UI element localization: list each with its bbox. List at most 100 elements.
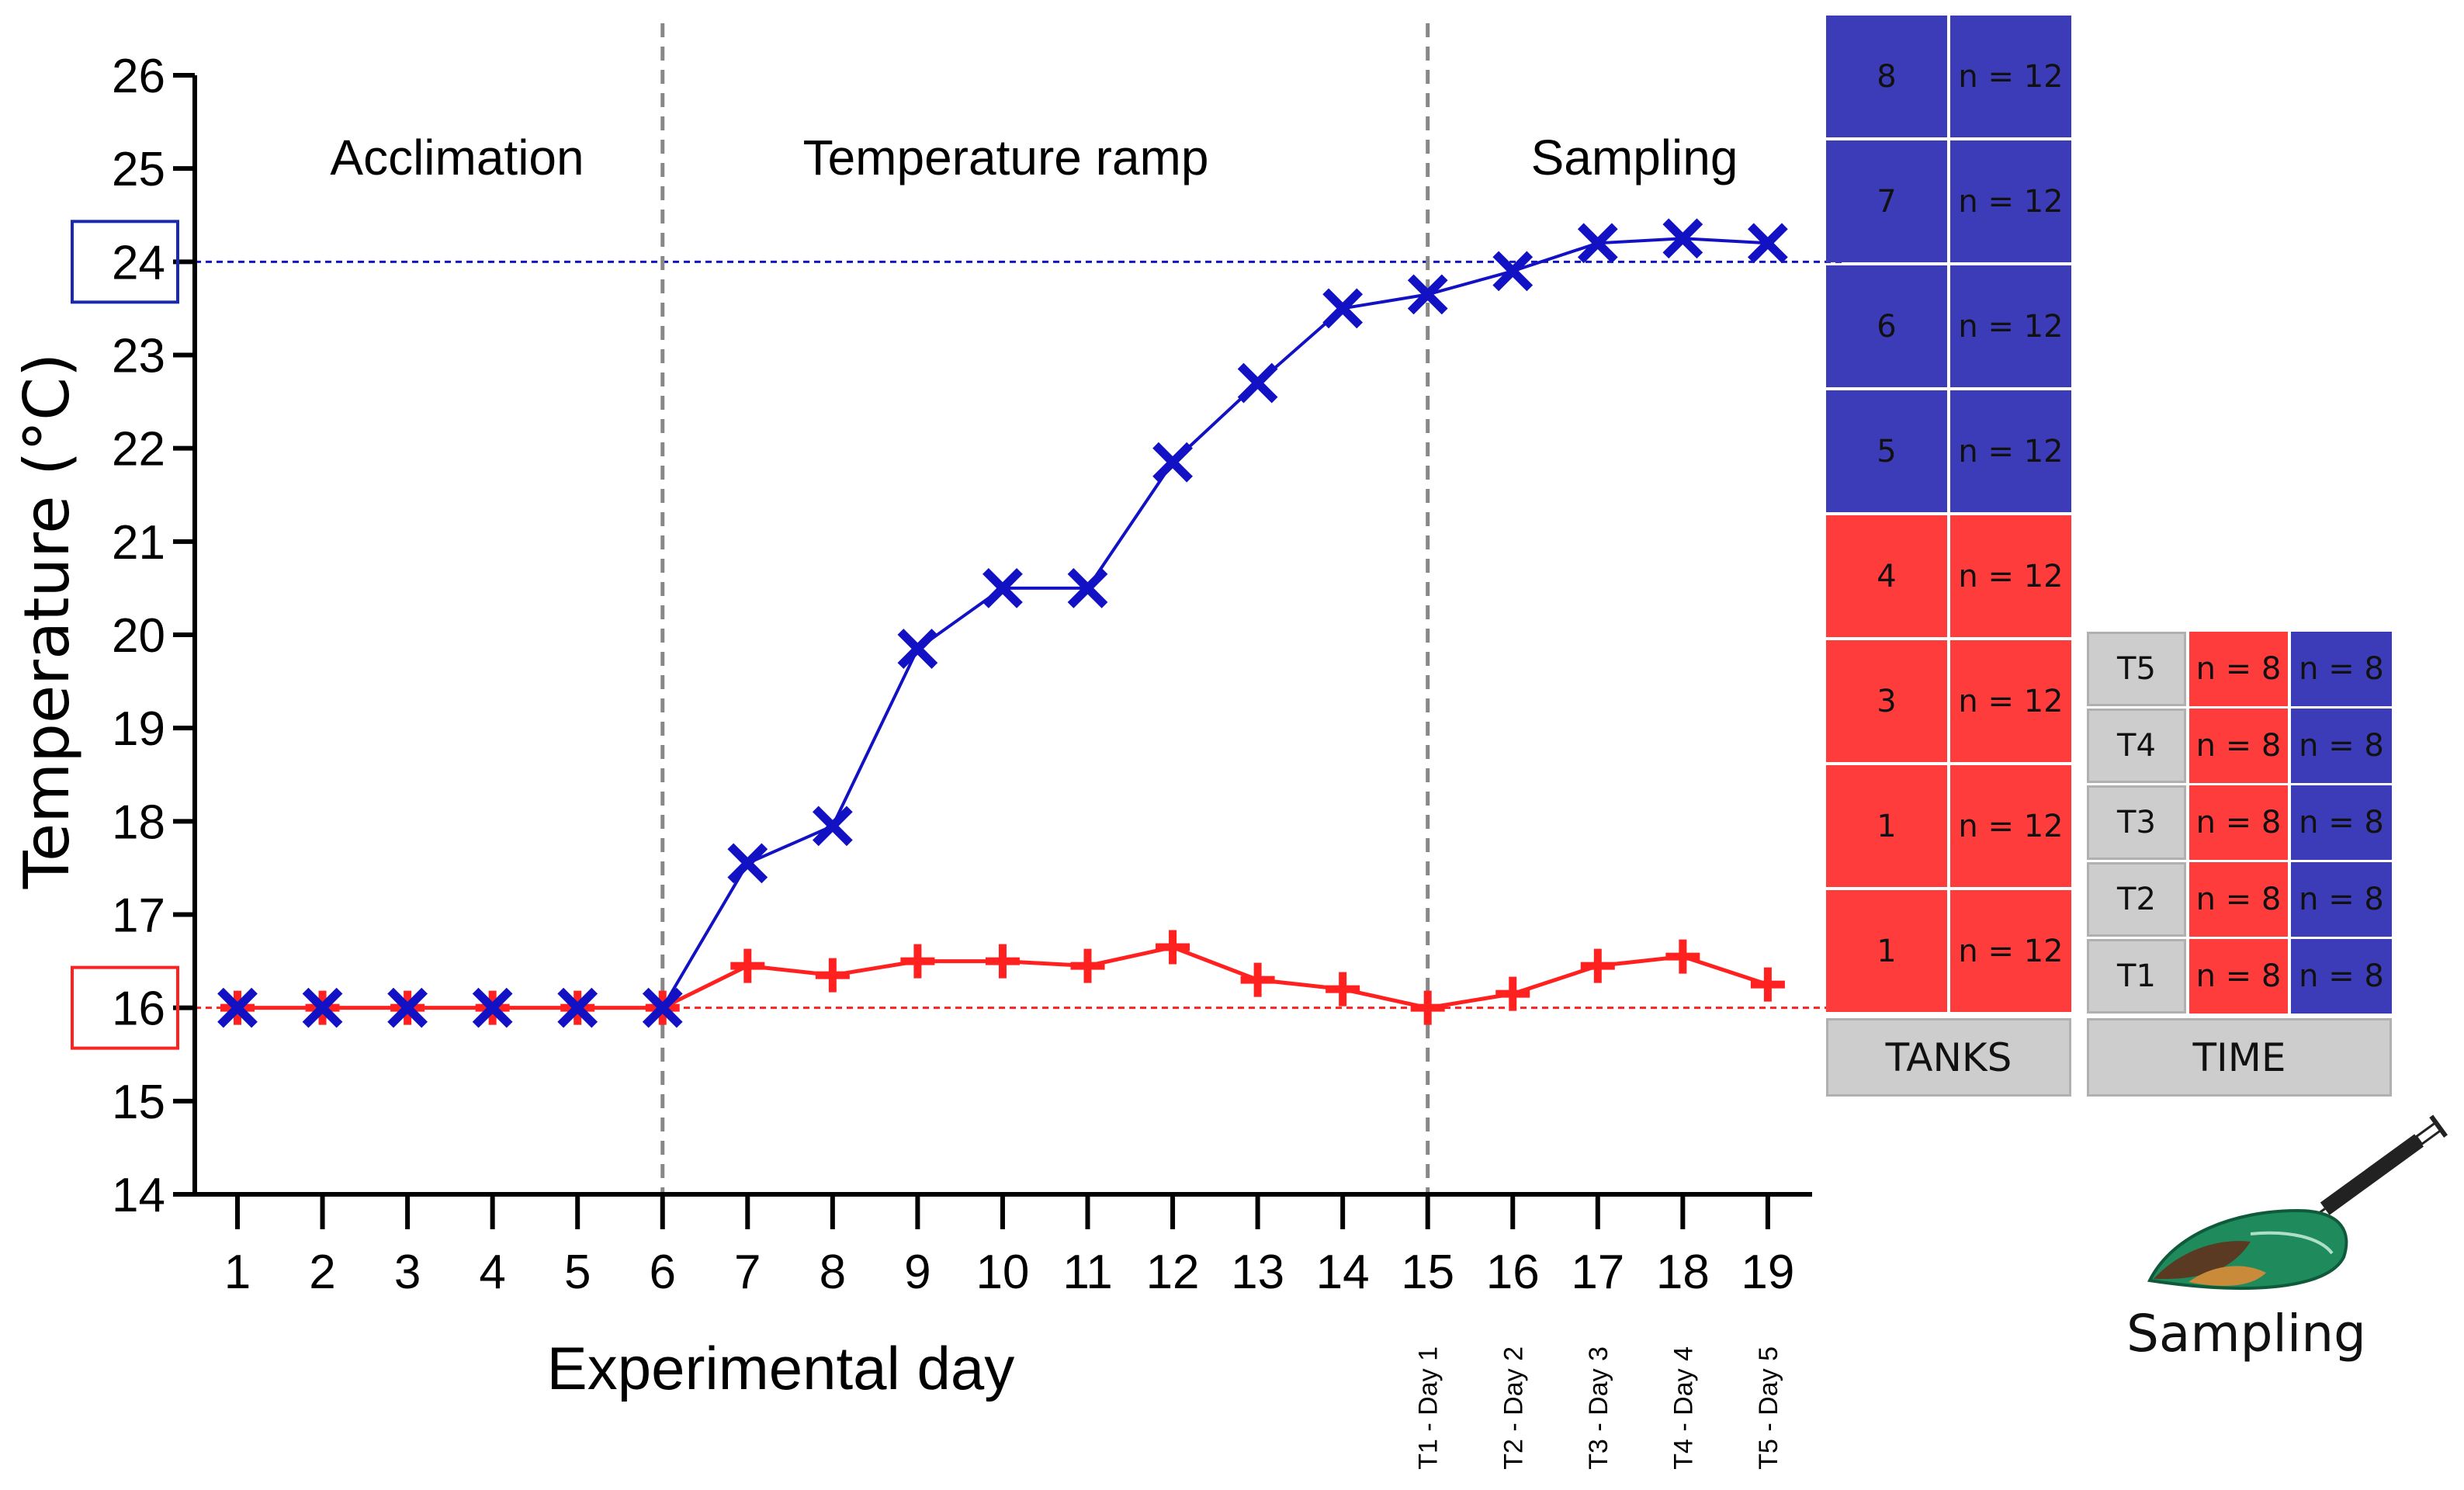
y-tick-label: 26 xyxy=(112,50,165,103)
marker-stroke xyxy=(642,987,683,1028)
x-tick-label: 7 xyxy=(734,1246,761,1299)
marker-stroke xyxy=(1492,251,1534,292)
marker-stroke xyxy=(1662,218,1703,259)
data-point-plus-marker xyxy=(1410,990,1445,1025)
marker-stroke xyxy=(472,987,513,1028)
marker-stroke xyxy=(387,987,428,1028)
control-sample-size: n = 8 xyxy=(2189,709,2288,783)
marker-stroke xyxy=(302,987,343,1028)
data-point-plus-marker xyxy=(1070,948,1105,983)
x-tick-label: 15 xyxy=(1401,1246,1454,1299)
tank-number: 1 xyxy=(1826,765,1947,887)
x-tick-label: 16 xyxy=(1486,1246,1540,1299)
marker-stroke xyxy=(1748,223,1788,264)
marker-stroke xyxy=(1407,274,1448,315)
x-tick-label: 3 xyxy=(394,1246,421,1299)
data-point-x-marker xyxy=(1152,442,1193,483)
data-point-plus-marker xyxy=(1156,930,1190,965)
data-point-x-marker xyxy=(727,843,768,884)
y-tick-label: 17 xyxy=(112,889,165,943)
heated-sample-size: n = 8 xyxy=(2291,709,2392,783)
heated-sample-size: n = 8 xyxy=(2291,785,2392,860)
tank-number: 1 xyxy=(1826,890,1947,1012)
time-label: TIME xyxy=(2087,1018,2392,1097)
data-point-x-marker xyxy=(1322,288,1364,329)
tank-sample-size: n = 12 xyxy=(1950,765,2071,887)
tank-sample-size: n = 12 xyxy=(1950,515,2071,637)
x-tick-label: 6 xyxy=(650,1246,676,1299)
x-tick-label: 14 xyxy=(1316,1246,1370,1299)
marker-stroke xyxy=(982,568,1023,608)
x-tick-label: 8 xyxy=(820,1246,846,1299)
data-point-plus-marker xyxy=(1580,948,1615,983)
control-sample-size: n = 8 xyxy=(2189,939,2288,1014)
data-point-x-marker xyxy=(1492,251,1534,292)
phase-label: Temperature ramp xyxy=(803,130,1209,185)
marker-stroke xyxy=(1577,223,1618,264)
sampling-day-label: T5 - Day 5 xyxy=(1754,1346,1783,1470)
data-point-plus-marker xyxy=(1240,962,1275,997)
tank-sample-size: n = 12 xyxy=(1950,140,2071,262)
tank-number: 5 xyxy=(1826,390,1947,512)
sampling-caption: Sampling xyxy=(2126,1304,2366,1364)
marker-stroke xyxy=(727,843,768,884)
data-point-plus-marker xyxy=(815,958,850,993)
tank-number: 3 xyxy=(1826,640,1947,762)
data-point-x-marker xyxy=(642,987,683,1028)
data-point-plus-marker xyxy=(1750,967,1785,1002)
x-tick-label: 11 xyxy=(1062,1246,1112,1299)
y-tick-label: 23 xyxy=(112,330,165,383)
x-tick-label: 13 xyxy=(1231,1246,1284,1299)
x-axis-title: Experimental day xyxy=(547,1334,1015,1402)
x-tick-label: 9 xyxy=(904,1246,930,1299)
x-tick-label: 18 xyxy=(1656,1246,1710,1299)
heated-sample-size: n = 8 xyxy=(2291,939,2392,1014)
time-point: T4 xyxy=(2087,709,2186,783)
y-tick-label: 20 xyxy=(112,609,165,663)
y-tick-label: 22 xyxy=(112,423,165,476)
y-tick-label: 21 xyxy=(112,516,165,570)
time-point: T5 xyxy=(2087,632,2186,706)
data-point-plus-marker xyxy=(985,944,1020,979)
data-point-x-marker xyxy=(387,987,428,1028)
data-point-plus-marker xyxy=(1495,976,1530,1011)
data-point-plus-marker xyxy=(1665,939,1700,974)
marker-stroke xyxy=(897,629,938,669)
mussel-syringe-illustration xyxy=(2147,1114,2448,1290)
data-point-x-marker xyxy=(1067,568,1108,608)
y-tick-label: 24 xyxy=(112,236,165,289)
x-tick-label: 17 xyxy=(1571,1246,1624,1299)
tank-number: 7 xyxy=(1826,140,1947,262)
tank-sample-size: n = 12 xyxy=(1950,265,2071,387)
sampling-day-label: T3 - Day 3 xyxy=(1584,1346,1613,1470)
tank-number: 4 xyxy=(1826,515,1947,637)
heated-sample-size: n = 8 xyxy=(2291,632,2392,706)
marker-stroke xyxy=(557,987,598,1028)
sampling-day-label: T2 - Day 2 xyxy=(1499,1346,1528,1470)
phase-label: Sampling xyxy=(1531,130,1738,185)
phase-label: Acclimation xyxy=(330,130,584,185)
y-tick-label: 16 xyxy=(112,982,165,1036)
x-tick-label: 19 xyxy=(1741,1246,1794,1299)
x-tick-label: 12 xyxy=(1146,1246,1200,1299)
data-point-x-marker xyxy=(1577,223,1618,264)
data-point-plus-marker xyxy=(730,948,765,983)
data-point-x-marker xyxy=(557,987,598,1028)
data-point-x-marker xyxy=(897,629,938,669)
y-tick-label: 18 xyxy=(112,795,165,849)
x-tick-label: 5 xyxy=(564,1246,591,1299)
series-line xyxy=(237,237,1769,1010)
tank-sample-size: n = 12 xyxy=(1950,890,2071,1012)
data-point-x-marker xyxy=(1662,218,1703,259)
data-point-x-marker xyxy=(1237,362,1278,404)
data-point-x-marker xyxy=(1407,274,1448,315)
control-sample-size: n = 8 xyxy=(2189,632,2288,706)
data-point-x-marker xyxy=(1748,223,1788,264)
data-point-x-marker xyxy=(217,987,258,1028)
tank-sample-size: n = 12 xyxy=(1950,390,2071,512)
time-point: T3 xyxy=(2087,785,2186,860)
time-point: T2 xyxy=(2087,862,2186,937)
control-sample-size: n = 8 xyxy=(2189,785,2288,860)
tank-sample-size: n = 12 xyxy=(1950,16,2071,137)
